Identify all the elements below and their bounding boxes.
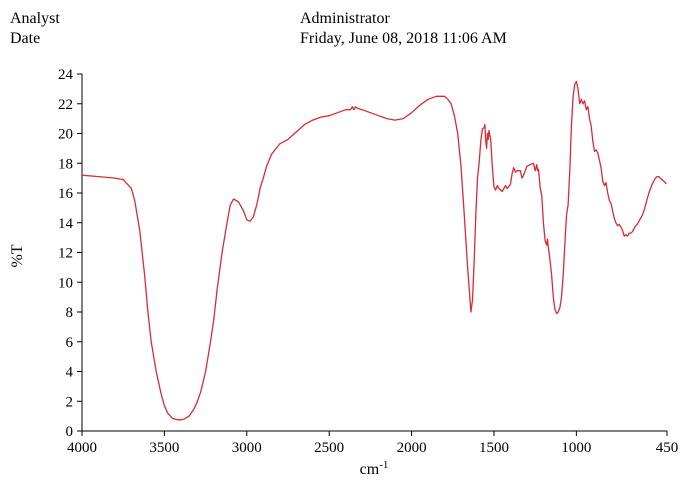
y-tick-label: 18 bbox=[58, 156, 73, 172]
y-tick-label: 4 bbox=[66, 365, 74, 381]
y-tick-label: 20 bbox=[58, 127, 73, 143]
y-tick-label: 22 bbox=[58, 97, 73, 113]
x-tick-label: 1500 bbox=[479, 440, 509, 456]
x-tick-label: 4000 bbox=[67, 440, 97, 456]
x-axis-label-unit: cm bbox=[360, 461, 380, 478]
y-tick-label: 24 bbox=[58, 67, 74, 83]
transmittance-line bbox=[81, 80, 667, 421]
date-value: Friday, June 08, 2018 11:06 AM bbox=[300, 30, 507, 47]
date-label: Date bbox=[10, 30, 41, 47]
y-tick-label: 2 bbox=[66, 394, 74, 410]
y-tick-label: 14 bbox=[58, 216, 74, 232]
y-tick-label: 6 bbox=[66, 335, 74, 351]
y-tick-label: 10 bbox=[58, 275, 73, 291]
x-axis-label: cm-1 bbox=[360, 459, 389, 478]
y-tick-label: 8 bbox=[66, 305, 74, 321]
axes bbox=[81, 74, 667, 432]
x-tick-label: 3000 bbox=[232, 440, 262, 456]
analyst-value: Administrator bbox=[300, 10, 390, 27]
x-ticks: 4000 3500 3000 2500 2000 1500 1000 450 bbox=[67, 431, 678, 456]
x-tick-label: 2000 bbox=[397, 440, 427, 456]
y-tick-label: 12 bbox=[58, 246, 73, 262]
x-tick-label: 1000 bbox=[561, 440, 591, 456]
y-axis-label: %T bbox=[9, 244, 26, 267]
y-tick-label: 16 bbox=[58, 186, 74, 202]
x-tick-label: 3500 bbox=[149, 440, 179, 456]
header-labels: Analyst Date bbox=[10, 9, 60, 49]
x-tick-label: 450 bbox=[656, 440, 679, 456]
header-values: Administrator Friday, June 08, 2018 11:0… bbox=[300, 9, 507, 49]
x-axis-label-exponent: -1 bbox=[379, 459, 388, 471]
x-tick-label: 2500 bbox=[314, 440, 344, 456]
y-tick-label: 0 bbox=[66, 424, 74, 440]
analyst-label: Analyst bbox=[10, 10, 60, 27]
